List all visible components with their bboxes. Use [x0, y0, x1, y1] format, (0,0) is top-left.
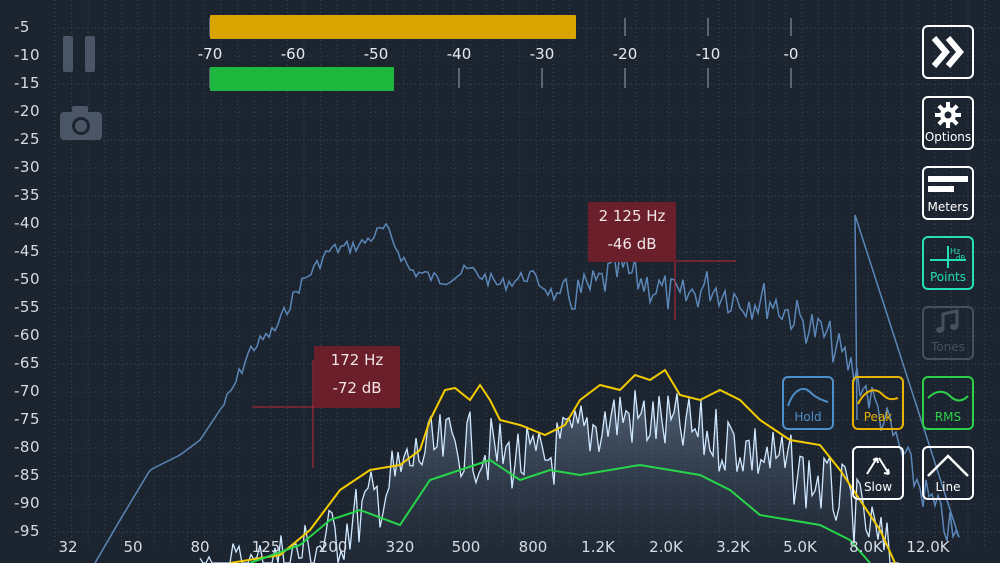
meter-scale-label: -20: [612, 45, 638, 63]
y-axis-label: -80: [14, 438, 40, 456]
hold-button[interactable]: Hold: [782, 376, 834, 430]
x-axis-label: 5.0K: [783, 538, 817, 556]
marker-2[interactable]: 2 125 Hz -46 dB: [588, 202, 676, 262]
svg-text:Hz: Hz: [950, 247, 960, 256]
meters-button[interactable]: Meters: [922, 166, 974, 220]
options-label: Options: [924, 130, 972, 144]
y-axis-label: -30: [14, 158, 40, 176]
x-axis-label: 8.0K: [849, 538, 883, 556]
y-axis-label: -15: [14, 74, 40, 92]
marker-1-db: -72 dB: [332, 379, 382, 397]
forward-button[interactable]: [922, 25, 974, 79]
y-axis-label: -90: [14, 494, 40, 512]
hold-label: Hold: [794, 410, 822, 424]
y-axis-label: -75: [14, 410, 40, 428]
hold-curve: [94, 214, 960, 563]
x-axis-label: 200: [318, 538, 348, 556]
spectrum-curves: [94, 214, 960, 563]
x-axis-label: 12.0K: [906, 538, 950, 556]
y-axis-label: -60: [14, 326, 40, 344]
music-note-icon: [936, 309, 959, 333]
y-axis-label: -65: [14, 354, 40, 372]
peak-label: Peak: [863, 410, 893, 424]
y-axis-label: -25: [14, 130, 40, 148]
y-axis-label: -5: [14, 18, 30, 36]
meter-scale-label: -70: [197, 45, 223, 63]
x-axis-label: 3.2K: [716, 538, 750, 556]
peak-curve: [229, 368, 896, 563]
live-spectrum-fill: [200, 390, 900, 563]
options-button[interactable]: Options: [922, 96, 974, 150]
camera-icon: [60, 106, 102, 140]
meters-label: Meters: [927, 200, 969, 214]
level-bar-peak: [210, 15, 576, 39]
marker-1[interactable]: 172 Hz -72 dB: [314, 346, 400, 408]
y-axis-label: -45: [14, 242, 40, 260]
y-axis-label: -55: [14, 298, 40, 316]
marker-2-freq: 2 125 Hz: [598, 207, 666, 225]
x-axis-label: 2.0K: [649, 538, 683, 556]
y-axis-label: -40: [14, 214, 40, 232]
meter-scale-label: -60: [280, 45, 306, 63]
x-axis-label: 500: [451, 538, 481, 556]
tones-label: Tones: [931, 340, 965, 354]
bars-icon: [928, 176, 968, 192]
pause-icon: [63, 36, 73, 72]
meter-scale-label: -30: [529, 45, 555, 63]
camera-button[interactable]: [58, 104, 104, 142]
live-spectrum-curve: [199, 390, 899, 563]
y-axis-label: -85: [14, 466, 40, 484]
meter-scale-label: -10: [695, 45, 721, 63]
y-axis-label: -35: [14, 186, 40, 204]
meter-scale-label: -40: [446, 45, 472, 63]
rms-curve-icon: [927, 390, 969, 402]
x-axis-label: 80: [190, 538, 210, 556]
svg-text:dB: dB: [956, 254, 965, 262]
slow-button[interactable]: Slow: [852, 446, 904, 500]
y-axis-label: -50: [14, 270, 40, 288]
y-axis-label: -70: [14, 382, 40, 400]
hz-db-icon: Hz dB: [930, 246, 966, 268]
meter-scale-label: -50: [363, 45, 389, 63]
x-axis-label: 125: [251, 538, 281, 556]
x-axis-label: 320: [385, 538, 415, 556]
double-chevron-icon: [931, 36, 964, 68]
y-axis-label: -95: [14, 522, 40, 540]
slow-arrows-icon: [866, 457, 890, 475]
rms-label: RMS: [934, 410, 962, 424]
x-axis-label: 1.2K: [581, 538, 615, 556]
marker-2-db: -46 dB: [607, 235, 657, 253]
points-label: Points: [929, 270, 967, 284]
tones-button[interactable]: Tones: [922, 306, 974, 360]
peak-curve-icon: [857, 389, 899, 405]
hold-curve-icon: [787, 388, 829, 407]
meter-scale-label: -0: [783, 45, 799, 63]
gear-icon: [935, 102, 961, 128]
level-bar-rms: [210, 67, 394, 91]
peak-button[interactable]: Peak: [852, 376, 904, 430]
points-button[interactable]: Hz dB Points: [922, 236, 974, 290]
rms-curve: [249, 458, 871, 563]
rms-button[interactable]: RMS: [922, 376, 974, 430]
y-axis-label: -20: [14, 102, 40, 120]
x-axis-label: 50: [123, 538, 143, 556]
line-peak-icon: [927, 454, 969, 477]
x-axis-label: 32: [58, 538, 78, 556]
line-label: Line: [935, 480, 961, 494]
pause-icon-bar: [85, 36, 95, 72]
slow-label: Slow: [863, 480, 893, 494]
line-button[interactable]: Line: [922, 446, 974, 500]
pause-button[interactable]: [63, 36, 97, 72]
y-axis-label: -10: [14, 46, 40, 64]
marker-1-freq: 172 Hz: [330, 351, 384, 369]
x-axis-label: 800: [518, 538, 548, 556]
